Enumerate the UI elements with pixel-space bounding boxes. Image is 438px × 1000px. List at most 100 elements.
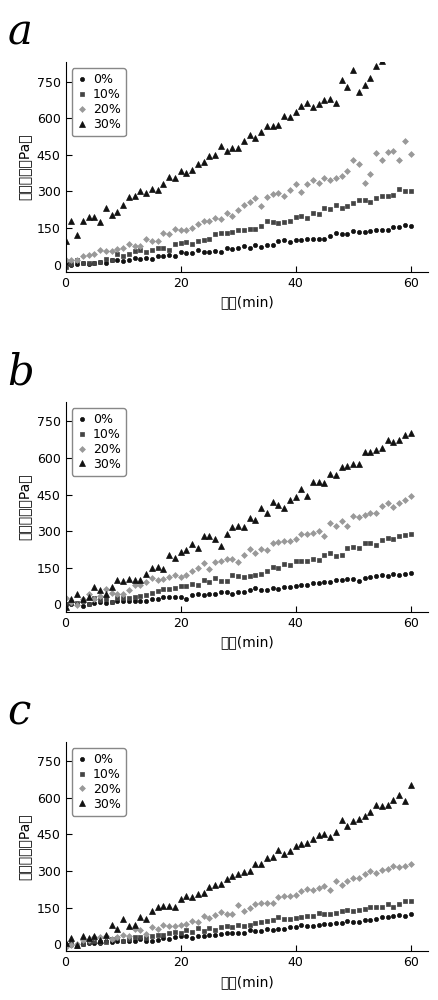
- 20%: [338, 170, 343, 182]
- 20%: [195, 218, 200, 230]
- Line: 0%: 0%: [64, 912, 412, 947]
- 30%: [68, 215, 74, 227]
- 20%: [315, 177, 321, 189]
- 20%: [275, 187, 280, 199]
- 30%: [235, 142, 240, 154]
- 20%: [235, 204, 240, 216]
- 30%: [143, 568, 148, 580]
- 10%: [361, 537, 367, 549]
- Line: 10%: 10%: [64, 532, 412, 606]
- 10%: [132, 591, 137, 603]
- 20%: [223, 207, 229, 219]
- 30%: [97, 216, 102, 228]
- 10%: [252, 917, 258, 929]
- 20%: [327, 174, 332, 186]
- 30%: [206, 150, 212, 162]
- 30%: [132, 190, 137, 202]
- 20%: [109, 245, 114, 257]
- 30%: [240, 135, 246, 147]
- Line: 0%: 0%: [64, 571, 412, 608]
- 30%: [212, 149, 217, 161]
- 10%: [138, 931, 143, 943]
- 30%: [86, 211, 91, 223]
- 10%: [407, 185, 412, 197]
- 20%: [97, 244, 102, 256]
- 30%: [74, 939, 80, 951]
- 30%: [120, 199, 125, 211]
- Line: 10%: 10%: [64, 187, 412, 269]
- 30%: [63, 601, 68, 613]
- 30%: [172, 172, 177, 184]
- 20%: [103, 245, 108, 257]
- 0%: [275, 923, 280, 935]
- 20%: [252, 547, 258, 559]
- Line: 20%: 20%: [64, 169, 349, 263]
- 0%: [149, 593, 154, 605]
- 20%: [189, 565, 194, 577]
- 30%: [269, 496, 275, 508]
- 20%: [143, 928, 148, 940]
- 20%: [258, 200, 263, 212]
- 30%: [138, 911, 143, 923]
- 10%: [143, 246, 148, 258]
- Line: 30%: 30%: [63, 431, 413, 609]
- Line: 0%: 0%: [64, 223, 412, 267]
- 0%: [275, 235, 280, 247]
- X-axis label: 时间(min): 时间(min): [219, 295, 273, 309]
- 30%: [292, 106, 297, 118]
- 0%: [367, 914, 372, 926]
- 20%: [183, 918, 188, 930]
- 0%: [68, 259, 74, 271]
- 20%: [252, 192, 258, 204]
- 30%: [155, 184, 160, 196]
- 30%: [252, 858, 258, 870]
- 20%: [212, 212, 217, 224]
- 0%: [367, 571, 372, 583]
- 0%: [149, 253, 154, 265]
- 30%: [143, 187, 148, 199]
- 30%: [189, 891, 194, 903]
- 0%: [63, 257, 68, 269]
- 0%: [252, 582, 258, 594]
- 10%: [407, 528, 412, 540]
- 20%: [172, 223, 177, 235]
- 30%: [80, 215, 85, 227]
- 20%: [304, 178, 309, 190]
- 10%: [63, 261, 68, 273]
- Text: a: a: [7, 12, 32, 54]
- 0%: [275, 583, 280, 595]
- 20%: [138, 240, 143, 252]
- Line: 10%: 10%: [64, 899, 412, 949]
- Line: 30%: 30%: [63, 101, 321, 244]
- 30%: [264, 120, 269, 132]
- 10%: [63, 598, 68, 610]
- 10%: [396, 183, 401, 195]
- 10%: [132, 245, 137, 257]
- 30%: [310, 101, 315, 113]
- 20%: [269, 188, 275, 200]
- 20%: [229, 210, 234, 222]
- 30%: [361, 446, 367, 458]
- 30%: [189, 164, 194, 176]
- 30%: [252, 132, 258, 144]
- 0%: [63, 598, 68, 610]
- 20%: [286, 184, 292, 196]
- 0%: [138, 253, 143, 265]
- 20%: [247, 902, 252, 914]
- 30%: [138, 185, 143, 197]
- 20%: [281, 190, 286, 202]
- 0%: [407, 908, 412, 920]
- 10%: [74, 940, 80, 952]
- 30%: [281, 110, 286, 122]
- 30%: [247, 129, 252, 141]
- 20%: [63, 592, 68, 604]
- 30%: [407, 427, 412, 439]
- 20%: [155, 235, 160, 247]
- 10%: [149, 930, 154, 942]
- 20%: [74, 254, 80, 266]
- 20%: [310, 174, 315, 186]
- 20%: [407, 490, 412, 502]
- 30%: [229, 142, 234, 154]
- 0%: [189, 932, 194, 944]
- 20%: [189, 222, 194, 234]
